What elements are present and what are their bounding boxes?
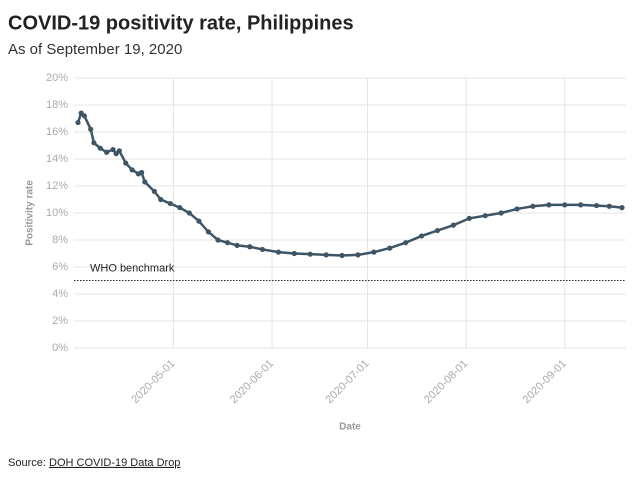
point bbox=[498, 210, 504, 216]
x-tick-label: 2020-08-01 bbox=[422, 358, 470, 406]
y-tick-label: 6% bbox=[52, 261, 68, 273]
point bbox=[234, 242, 240, 248]
point bbox=[97, 145, 103, 151]
point bbox=[307, 251, 313, 257]
point bbox=[291, 250, 297, 257]
y-tick-label: 14% bbox=[46, 153, 68, 165]
point bbox=[196, 218, 202, 224]
point bbox=[323, 252, 329, 258]
point bbox=[88, 126, 94, 132]
y-tick-label: 16% bbox=[46, 126, 68, 138]
y-tick-label: 4% bbox=[52, 288, 68, 300]
point bbox=[530, 203, 536, 209]
y-tick-label: 0% bbox=[52, 342, 68, 354]
y-tick-label: 12% bbox=[46, 180, 68, 192]
point bbox=[129, 167, 135, 173]
point bbox=[224, 240, 231, 246]
point bbox=[116, 148, 122, 154]
point bbox=[151, 188, 157, 194]
point bbox=[434, 227, 441, 234]
y-tick-label: 8% bbox=[52, 234, 68, 246]
point bbox=[186, 210, 192, 216]
point bbox=[482, 213, 488, 219]
y-tick-label: 2% bbox=[52, 315, 68, 327]
point bbox=[606, 203, 612, 209]
chart-title: COVID-19 positivity rate, Philippines bbox=[8, 12, 354, 34]
point bbox=[91, 140, 97, 146]
point bbox=[247, 244, 253, 250]
point bbox=[450, 222, 456, 228]
point bbox=[110, 146, 116, 153]
y-tick-label: 18% bbox=[46, 99, 68, 111]
chart-subtitle: As of September 19, 2020 bbox=[8, 41, 182, 58]
point bbox=[593, 202, 600, 209]
point bbox=[403, 240, 409, 246]
point bbox=[167, 200, 173, 207]
x-tick-label: 2020-07-01 bbox=[323, 358, 371, 406]
y-axis-label: Positivity rate bbox=[25, 180, 36, 246]
point bbox=[371, 249, 377, 255]
x-tick-label: 2020-09-01 bbox=[521, 358, 569, 406]
point bbox=[142, 179, 148, 185]
point bbox=[514, 206, 520, 212]
point bbox=[339, 252, 345, 259]
point bbox=[355, 252, 361, 258]
point bbox=[418, 233, 425, 239]
point bbox=[259, 246, 266, 253]
source-link[interactable]: DOH COVID-19 Data Drop bbox=[49, 457, 180, 469]
point bbox=[562, 202, 568, 208]
x-tick-label: 2020-06-01 bbox=[228, 358, 276, 406]
point bbox=[139, 169, 145, 176]
point bbox=[123, 160, 129, 166]
source-prefix: Source: bbox=[8, 457, 46, 469]
x-axis-label: Date bbox=[339, 422, 361, 433]
x-tick-label: 2020-05-01 bbox=[129, 358, 177, 406]
point bbox=[387, 245, 393, 251]
point bbox=[81, 113, 87, 119]
point bbox=[75, 119, 81, 126]
point bbox=[205, 229, 212, 235]
reference-label: WHO benchmark bbox=[90, 262, 175, 274]
point bbox=[158, 196, 164, 203]
point bbox=[275, 249, 282, 255]
point bbox=[215, 237, 221, 243]
line bbox=[76, 110, 623, 257]
point bbox=[466, 215, 472, 221]
y-tick-label: 10% bbox=[46, 207, 68, 219]
point bbox=[578, 202, 584, 208]
point bbox=[104, 149, 110, 155]
point bbox=[619, 205, 625, 211]
point bbox=[177, 205, 183, 211]
y-tick-label: 20% bbox=[46, 72, 68, 84]
point bbox=[546, 202, 552, 208]
